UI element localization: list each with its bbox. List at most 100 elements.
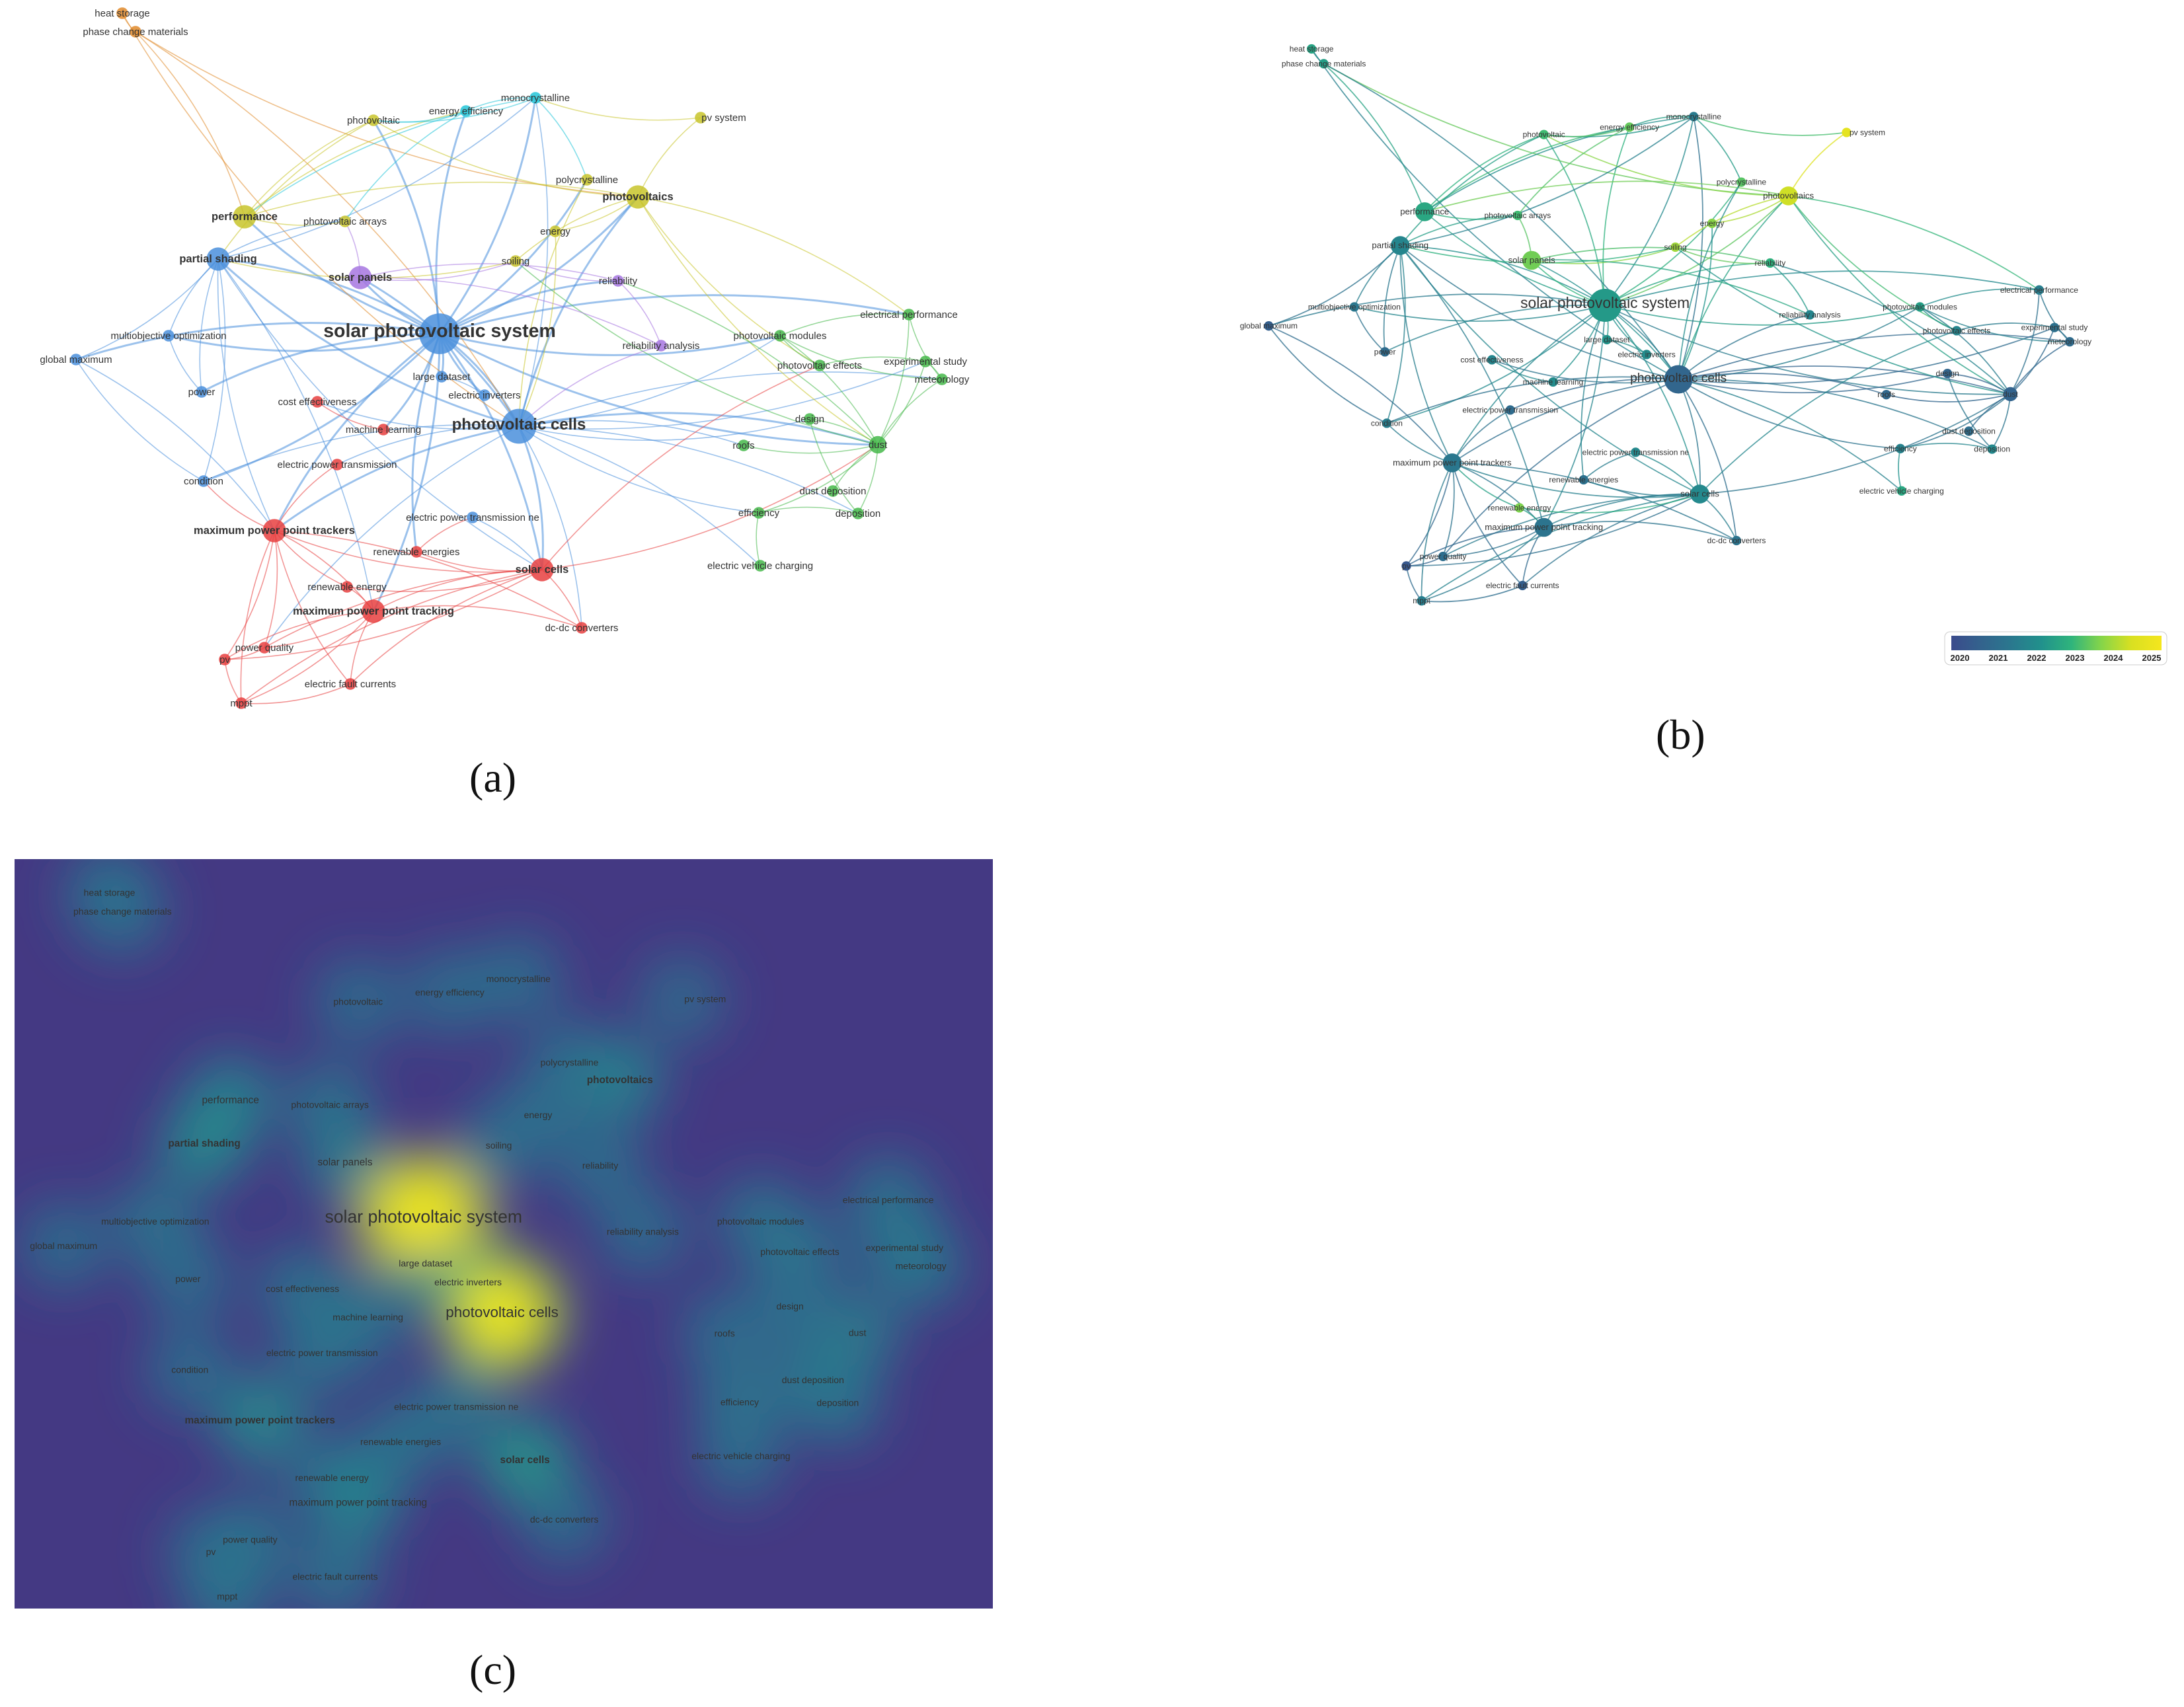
node-dust-deposition[interactable] (1964, 426, 1974, 436)
node-solar-cells[interactable] (530, 558, 554, 582)
node-dust[interactable] (2003, 387, 2018, 402)
node-roofs[interactable] (738, 439, 750, 451)
node-meteorology[interactable] (936, 373, 948, 385)
node-solar-panels[interactable] (1522, 250, 1541, 270)
node-photovoltaic-cells[interactable] (1664, 365, 1693, 394)
node-polycrystalline[interactable] (1736, 177, 1746, 187)
node-condition[interactable] (1382, 418, 1392, 428)
node-dc-dc-converters[interactable] (576, 622, 588, 634)
node-experimental-study[interactable] (2049, 322, 2060, 332)
node-multiobjective-optimization[interactable] (163, 330, 175, 342)
node-dc-dc-converters[interactable] (1731, 535, 1742, 546)
node-pv-system[interactable] (1842, 128, 1852, 137)
node-photovoltaics[interactable] (1779, 186, 1798, 206)
node-photovoltaic-modules[interactable] (774, 330, 786, 342)
node-deposition[interactable] (1987, 444, 1997, 454)
node-maximum-power-point-trackers[interactable] (1442, 453, 1462, 473)
node-performance[interactable] (233, 205, 256, 229)
node-cost-effectiveness[interactable] (311, 396, 323, 408)
node-photovoltaic-effects[interactable] (1951, 326, 1962, 336)
node-soiling[interactable] (510, 255, 522, 267)
node-efficiency[interactable] (753, 507, 765, 519)
node-solar-photovoltaic-system[interactable] (1588, 288, 1622, 322)
node-electrical-performance[interactable] (903, 309, 915, 321)
node-experimental-study[interactable] (919, 356, 931, 367)
node-deposition[interactable] (852, 508, 864, 519)
node-meteorology[interactable] (2064, 337, 2075, 347)
node-power[interactable] (1380, 347, 1390, 357)
node-dust-deposition[interactable] (827, 485, 839, 497)
node-design[interactable] (804, 413, 816, 425)
node-pv[interactable] (1401, 561, 1411, 571)
node-energy[interactable] (1707, 218, 1717, 229)
node-partial-shading[interactable] (206, 247, 230, 271)
node-reliability[interactable] (1765, 258, 1775, 268)
node-polycrystalline[interactable] (581, 174, 593, 186)
node-renewable-energies[interactable] (1579, 474, 1588, 485)
node-electric-power-transmission-ne[interactable] (467, 512, 479, 523)
node-photovoltaic-effects[interactable] (814, 360, 826, 371)
node-dust[interactable] (869, 436, 887, 454)
node-design[interactable] (1942, 369, 1953, 379)
node-power-quality[interactable] (1438, 551, 1448, 562)
node-performance[interactable] (1415, 202, 1434, 221)
node-maximum-power-point-trackers[interactable] (262, 519, 286, 543)
node-electric-vehicle-charging[interactable] (754, 560, 766, 572)
node-electric-power-transmission[interactable] (1505, 405, 1515, 415)
node-photovoltaics[interactable] (626, 185, 650, 209)
node-energy-efficiency[interactable] (460, 105, 472, 117)
node-reliability[interactable] (612, 275, 624, 287)
node-soiling[interactable] (1670, 242, 1680, 252)
node-partial-shading[interactable] (1390, 236, 1410, 255)
node-energy-efficiency[interactable] (1624, 122, 1635, 132)
node-pv-system[interactable] (695, 112, 707, 124)
node-electric-power-transmission-ne[interactable] (1631, 447, 1641, 457)
node-heat-storage[interactable] (1306, 44, 1317, 54)
node-global-maximum[interactable] (70, 354, 82, 365)
node-photovoltaic-cells[interactable] (501, 408, 537, 444)
node-maximum-power-point-tracking[interactable] (362, 599, 385, 623)
node-machine-learning[interactable] (377, 424, 389, 436)
node-renewable-energy[interactable] (341, 581, 353, 593)
node-large-dataset[interactable] (436, 371, 448, 383)
node-electric-fault-currents[interactable] (1518, 580, 1528, 591)
node-electric-power-transmission[interactable] (331, 459, 343, 471)
node-heat-storage[interactable] (116, 7, 128, 19)
node-electrical-performance[interactable] (2034, 285, 2045, 295)
node-monocrystalline[interactable] (529, 92, 541, 104)
node-power-quality[interactable] (258, 642, 270, 654)
node-mppt[interactable] (1417, 596, 1426, 606)
node-monocrystalline[interactable] (1689, 112, 1699, 122)
node-phase-change-materials[interactable] (130, 26, 141, 38)
node-large-dataset[interactable] (1602, 334, 1612, 345)
node-maximum-power-point-tracking[interactable] (1534, 517, 1553, 537)
node-phase-change-materials[interactable] (1319, 59, 1329, 69)
node-solar-photovoltaic-system[interactable] (419, 313, 460, 354)
node-cost-effectiveness[interactable] (1487, 355, 1497, 365)
node-photovoltaic[interactable] (368, 114, 379, 126)
node-multiobjective-optimization[interactable] (1349, 302, 1360, 312)
node-photovoltaic-arrays[interactable] (1512, 210, 1522, 221)
node-roofs[interactable] (1881, 390, 1891, 400)
node-reliability-analysis[interactable] (655, 340, 667, 352)
node-renewable-energies[interactable] (410, 546, 422, 558)
node-electric-inverters[interactable] (479, 389, 490, 401)
node-renewable-energy[interactable] (1514, 503, 1524, 513)
node-electric-vehicle-charging[interactable] (1896, 486, 1906, 496)
node-solar-panels[interactable] (348, 266, 372, 289)
node-pv[interactable] (219, 654, 231, 665)
node-mppt[interactable] (235, 697, 247, 709)
node-energy[interactable] (549, 225, 561, 237)
node-photovoltaic[interactable] (1539, 130, 1549, 139)
node-power[interactable] (196, 386, 208, 398)
node-solar-cells[interactable] (1690, 484, 1709, 504)
node-condition[interactable] (198, 475, 210, 487)
node-photovoltaic-arrays[interactable] (339, 215, 351, 227)
node-machine-learning[interactable] (1548, 377, 1558, 387)
node-global-maximum[interactable] (1264, 321, 1274, 331)
node-electric-inverters[interactable] (1641, 350, 1652, 360)
node-electric-fault-currents[interactable] (344, 678, 356, 690)
node-photovoltaic-modules[interactable] (1915, 302, 1925, 312)
node-reliability-analysis[interactable] (1805, 310, 1815, 320)
node-efficiency[interactable] (1895, 443, 1906, 453)
